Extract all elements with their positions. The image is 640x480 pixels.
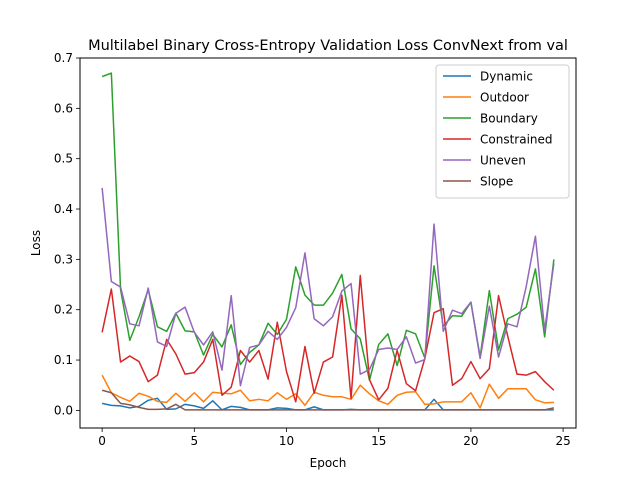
x-tick-label: 25	[555, 434, 570, 448]
legend-box	[435, 64, 570, 199]
series-line-outdoor	[101, 374, 554, 409]
legend-label-slope: Slope	[480, 175, 513, 189]
x-tick-label: 10	[279, 434, 294, 448]
plot-series-group	[101, 72, 555, 411]
x-tick-label: 15	[371, 434, 386, 448]
x-axis-label: Epoch	[310, 456, 347, 470]
y-axis: 0.0 0.1 0.2 0.3 0.4 0.5 0.6 0.7	[54, 51, 80, 417]
y-tick-label: 0.6	[54, 101, 73, 115]
series-line-constrained	[101, 274, 555, 403]
y-tick-label: 0.1	[54, 353, 73, 367]
legend-label-outdoor: Outdoor	[480, 91, 529, 105]
y-tick-label: 0.5	[54, 152, 73, 166]
y-axis-label: Loss	[29, 230, 43, 256]
x-tick-label: 20	[463, 434, 478, 448]
series-line-uneven	[101, 187, 555, 387]
y-tick-label: 0.2	[54, 303, 73, 317]
plot-frame	[79, 57, 577, 429]
legend-label-dynamic: Dynamic	[480, 70, 533, 84]
chart-title: Multilabel Binary Cross-Entropy Validati…	[88, 38, 568, 54]
x-tick-label: 0	[98, 434, 106, 448]
series-line-slope	[101, 389, 555, 411]
x-axis: 0 5 10 15 20 25	[98, 428, 571, 448]
legend: Dynamic Outdoor Boundary Constrained Uneven S…	[435, 64, 570, 199]
legend-label-constrained: Constrained	[480, 133, 553, 147]
y-tick-label: 0.4	[54, 202, 73, 216]
x-tick-label: 5	[190, 434, 198, 448]
y-tick-label: 0.7	[54, 51, 73, 65]
legend-label-uneven: Uneven	[480, 154, 526, 168]
legend-label-boundary: Boundary	[480, 112, 538, 126]
y-tick-label: 0.0	[54, 403, 73, 417]
y-tick-label: 0.3	[54, 252, 73, 266]
